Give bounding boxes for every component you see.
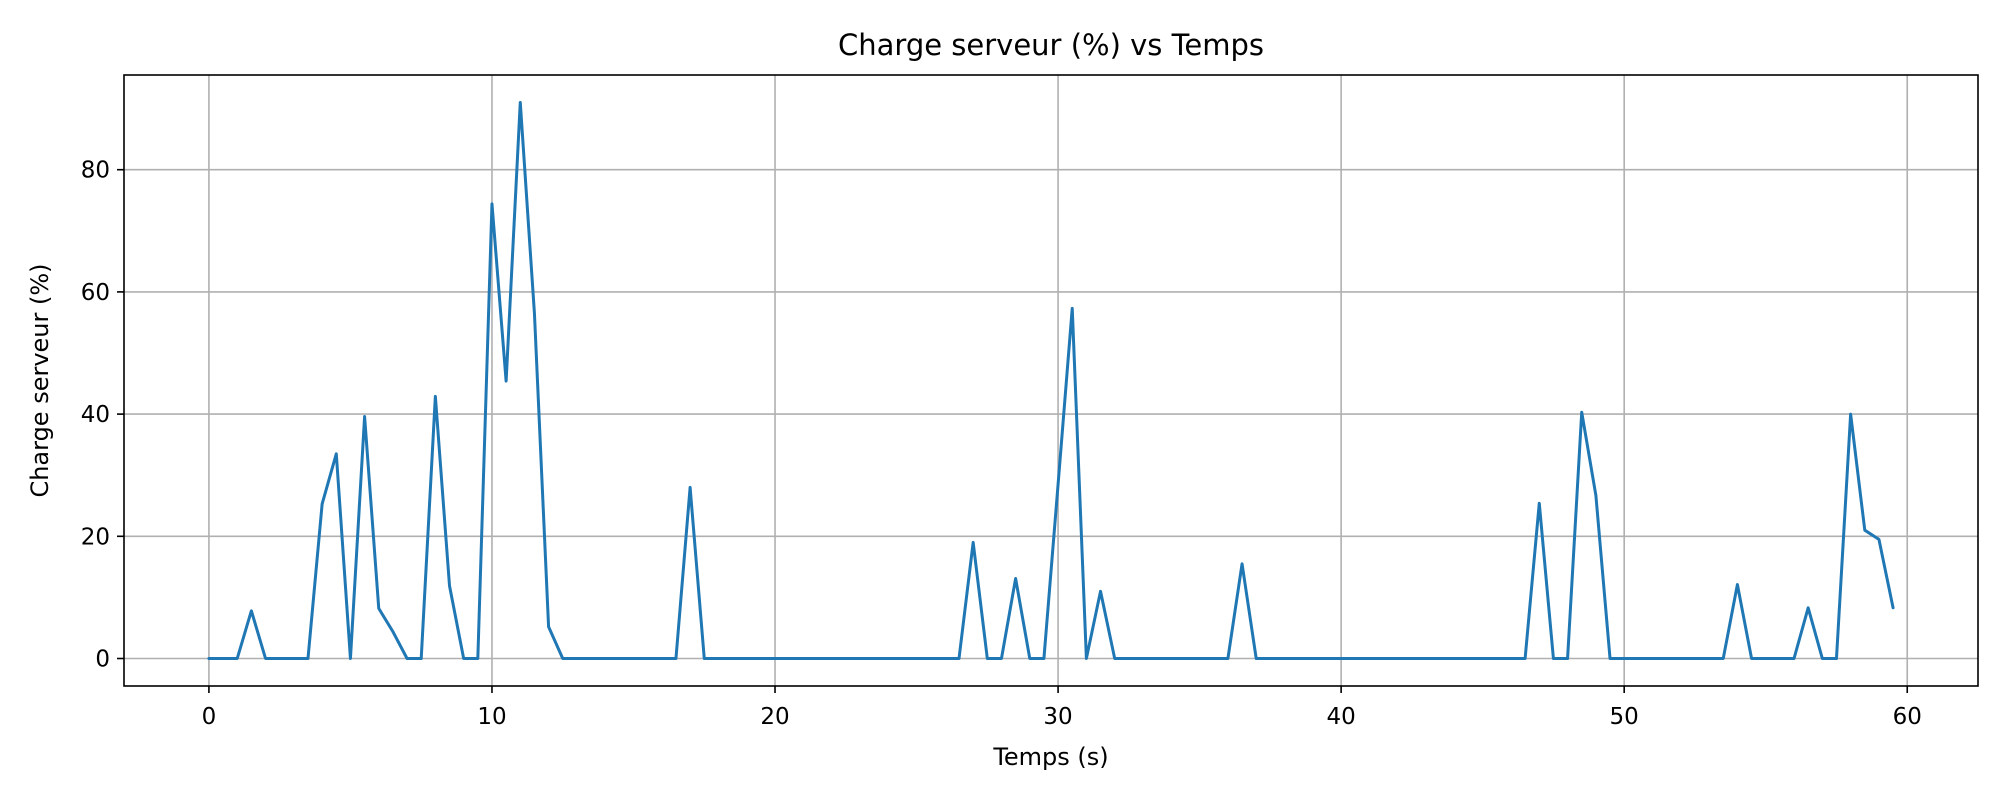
y-tick-label: 20 xyxy=(81,524,110,550)
x-tick-label: 20 xyxy=(760,704,789,730)
y-tick-label: 40 xyxy=(81,402,110,428)
x-tick-label: 40 xyxy=(1326,704,1355,730)
series-line xyxy=(207,101,1895,660)
y-tick-label: 60 xyxy=(81,280,110,306)
plot-area-frame xyxy=(123,74,1979,687)
y-tick-label: 80 xyxy=(81,158,110,184)
y-tick-label: 0 xyxy=(95,647,110,673)
x-axis-title: Temps (s) xyxy=(992,743,1108,771)
y-axis-title: Charge serveur (%) xyxy=(26,263,54,497)
grid xyxy=(124,75,1978,686)
x-tick-label: 60 xyxy=(1893,704,1922,730)
chart-title: Charge serveur (%) vs Temps xyxy=(838,28,1264,62)
x-tick-label: 50 xyxy=(1610,704,1639,730)
axis-ticks: 0 10 20 30 40 50 60 0 20 40 60 80 xyxy=(81,158,1922,730)
x-tick-label: 0 xyxy=(202,704,217,730)
x-tick-label: 30 xyxy=(1043,704,1072,730)
x-tick-label: 10 xyxy=(477,704,506,730)
